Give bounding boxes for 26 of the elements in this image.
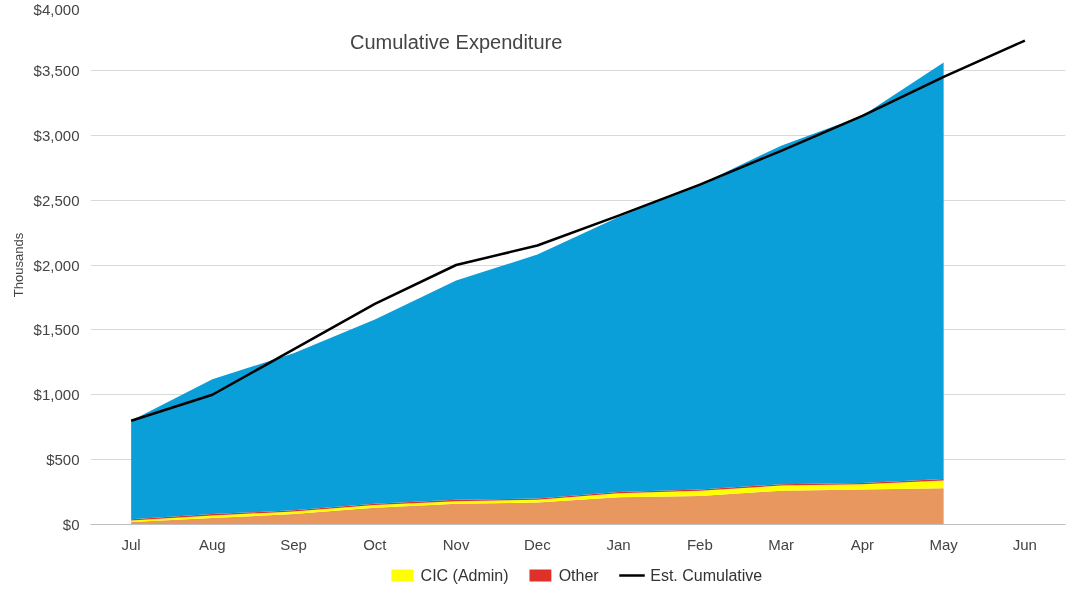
y-tick-label: $0: [62, 516, 80, 533]
x-tick-label: Aug: [199, 535, 226, 553]
y-tick-label: $3,500: [33, 61, 80, 79]
x-tick-label: Dec: [524, 535, 552, 553]
y-tick-label: $1,500: [33, 321, 80, 339]
y-axis-title: Thousands: [10, 232, 26, 298]
legend-label: Est. Cumulative: [650, 567, 763, 584]
x-tick-label: Sep: [280, 535, 307, 553]
legend-label: CIC (Admin): [420, 567, 509, 584]
legend-label: Other: [558, 567, 600, 584]
x-tick-label: Jul: [121, 535, 141, 553]
y-tick-label: $3,000: [33, 126, 80, 144]
x-tick-label: May: [929, 535, 959, 553]
x-tick-label: Nov: [442, 535, 470, 553]
y-tick-label: $500: [46, 451, 80, 469]
x-tick-label: Jun: [1012, 535, 1037, 553]
y-tick-label: $1,000: [33, 386, 80, 404]
x-tick-label: Jan: [606, 535, 631, 553]
x-tick-label: Feb: [686, 535, 713, 553]
y-tick-label: $2,000: [33, 256, 80, 274]
x-tick-label: Apr: [850, 535, 875, 553]
text: Cumulative Expenditure: [349, 30, 563, 53]
x-tick-label: Oct: [363, 535, 388, 553]
y-tick-label: $4,000: [33, 0, 80, 18]
y-tick-label: $2,500: [33, 191, 80, 209]
x-tick-label: Mar: [768, 535, 795, 553]
